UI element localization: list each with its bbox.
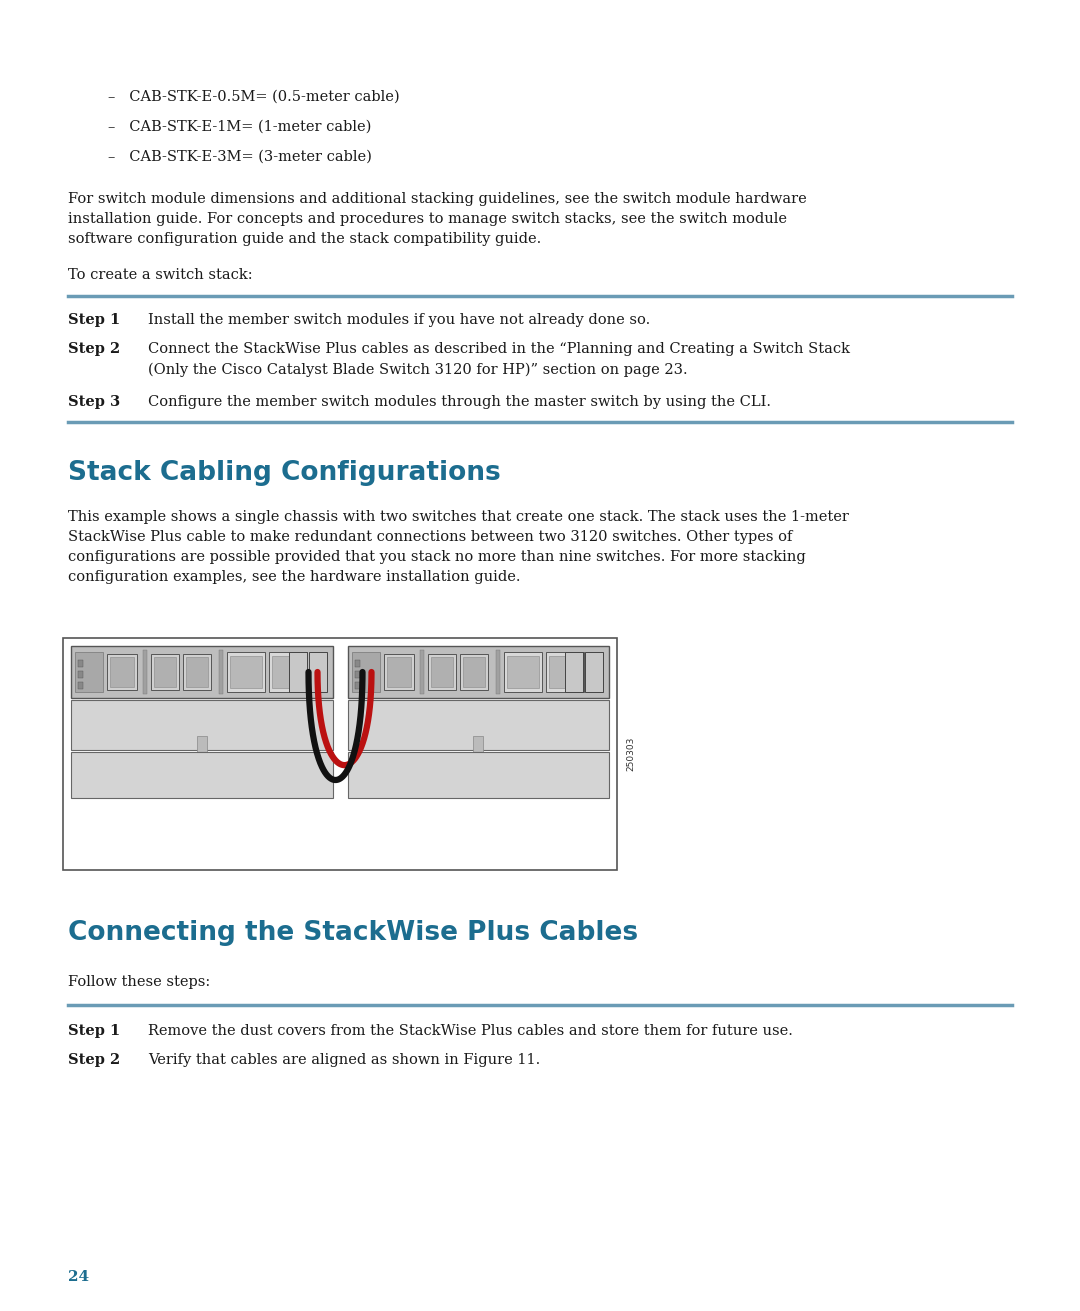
Bar [585,652,603,692]
Bar [107,654,137,690]
Bar [462,657,485,687]
Bar [383,654,414,690]
Bar [110,657,134,687]
Bar [197,735,206,753]
Bar [503,652,541,692]
Bar [545,652,583,692]
Bar [75,652,103,692]
Bar [549,656,581,688]
Bar [230,656,262,688]
Text: Stack Cabling Configurations: Stack Cabling Configurations [68,460,501,486]
Text: To create a switch stack:: To create a switch stack: [68,267,253,282]
Text: Install the member switch modules if you have not already done so.: Install the member switch modules if you… [148,313,650,326]
Text: Configure the member switch modules through the master switch by using the CLI.: Configure the member switch modules thro… [148,395,771,409]
Bar [459,654,487,690]
Bar [354,682,360,690]
Bar [269,652,307,692]
Bar [71,700,333,750]
Bar [78,682,83,690]
Text: This example shows a single chassis with two switches that create one stack. The: This example shows a single chassis with… [68,510,849,585]
Text: –   CAB-STK-E-0.5M= (0.5-meter cable): – CAB-STK-E-0.5M= (0.5-meter cable) [108,90,400,104]
Bar [143,650,147,694]
Text: Connect the StackWise Plus cables as described in the “Planning and Creating a S: Connect the StackWise Plus cables as des… [148,342,850,376]
Text: Remove the dust covers from the StackWise Plus cables and store them for future : Remove the dust covers from the StackWis… [148,1024,793,1038]
Bar [354,659,360,667]
Bar [227,652,265,692]
Bar [351,652,379,692]
Bar [154,657,176,687]
Bar [272,656,303,688]
Bar [431,657,453,687]
Text: For switch module dimensions and additional stacking guidelines, see the switch : For switch module dimensions and additio… [68,191,807,246]
Text: Step 3: Step 3 [68,395,120,409]
Bar [309,652,326,692]
Bar [78,671,83,678]
Text: Follow these steps:: Follow these steps: [68,975,211,988]
Bar [78,659,83,667]
Text: –   CAB-STK-E-3M= (3-meter cable): – CAB-STK-E-3M= (3-meter cable) [108,149,372,164]
Text: 250303: 250303 [626,737,635,771]
Text: Step 2: Step 2 [68,1053,120,1067]
Bar [348,646,609,697]
Bar [219,650,222,694]
Text: –   CAB-STK-E-1M= (1-meter cable): – CAB-STK-E-1M= (1-meter cable) [108,121,372,134]
Bar [288,652,307,692]
Bar [565,652,583,692]
Bar [507,656,539,688]
Text: 24: 24 [68,1270,90,1283]
Bar [354,671,360,678]
Bar [348,700,609,750]
Bar [473,735,483,753]
Bar [183,654,211,690]
Bar [348,753,609,798]
Bar [71,646,333,697]
Bar [496,650,499,694]
Text: Connecting the StackWise Plus Cables: Connecting the StackWise Plus Cables [68,920,638,947]
Text: Step 1: Step 1 [68,1024,120,1038]
Bar [186,657,208,687]
Bar [387,657,410,687]
Bar [71,753,333,798]
Text: Verify that cables are aligned as shown in Figure 11.: Verify that cables are aligned as shown … [148,1053,540,1067]
Bar [419,650,423,694]
Text: Step 2: Step 2 [68,342,120,357]
Text: Step 1: Step 1 [68,313,120,326]
Bar [428,654,456,690]
Bar [63,638,617,871]
Bar [151,654,179,690]
